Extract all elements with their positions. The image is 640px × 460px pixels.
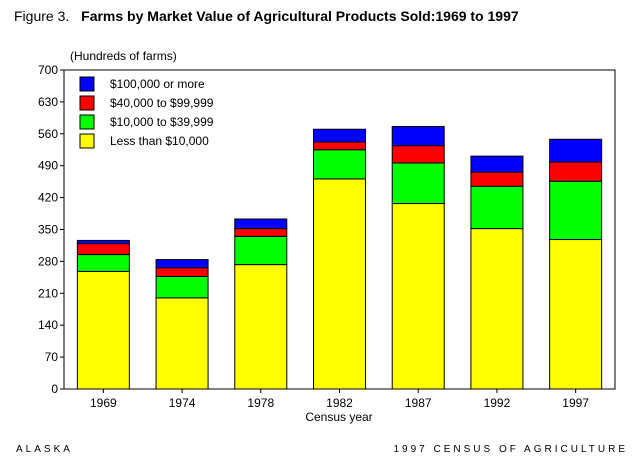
x-tick-label: 1969 (90, 396, 117, 410)
bar-segment (391, 162, 445, 205)
bar-segment (313, 141, 366, 151)
bar-segment (155, 297, 209, 390)
y-tick-label: 0 (51, 382, 58, 396)
legend-swatch (79, 76, 95, 92)
legend-label: $40,000 to $99,999 (110, 96, 214, 110)
bar-segment (313, 128, 366, 143)
y-tick-label: 560 (38, 127, 58, 141)
legend-swatch (79, 114, 95, 130)
bar-segment (234, 235, 288, 266)
y-tick-label: 210 (38, 286, 58, 300)
x-tick-label: 1978 (247, 396, 274, 410)
footer-source: 1997 CENSUS OF AGRICULTURE (393, 444, 628, 455)
bar-segment (470, 185, 524, 230)
bar-segment (470, 171, 524, 187)
chart-title-block: Figure 3. Farms by Market Value of Agric… (14, 8, 519, 24)
x-tick-label: 1974 (169, 396, 196, 410)
y-tick-label: 70 (45, 350, 59, 364)
bar-segment (391, 145, 445, 164)
bar-segment (155, 259, 209, 269)
bar-segment (76, 270, 130, 390)
y-tick-label: 630 (38, 95, 58, 109)
legend-label: Less than $10,000 (110, 134, 209, 148)
y-axis-label: (Hundreds of farms) (70, 49, 177, 63)
y-tick-label: 140 (38, 318, 58, 332)
x-tick-label: 1987 (405, 396, 432, 410)
bar-segment (234, 264, 288, 390)
bar-segment (76, 254, 130, 272)
bar-segment (76, 239, 130, 245)
y-tick-label: 490 (38, 159, 58, 173)
y-tick-label: 350 (38, 223, 58, 237)
legend-swatch (79, 95, 95, 111)
y-axis-ticks: 0 70 140 210 280 350 420 490 560 630 700 (38, 63, 64, 396)
x-tick-label: 1992 (484, 396, 511, 410)
legend-label: $100,000 or more (110, 77, 205, 91)
y-tick-label: 280 (38, 254, 58, 268)
bar-segment (549, 239, 603, 390)
legend-label: $10,000 to $39,999 (110, 115, 214, 129)
x-axis-ticks: 1969 1974 1978 1982 1987 1992 1997 (90, 389, 589, 410)
bar-segment (470, 155, 524, 173)
bar-segment (313, 178, 366, 390)
bar-segment (313, 149, 366, 180)
bar-segment (391, 203, 445, 390)
legend-swatch (79, 133, 95, 149)
x-tick-label: 1982 (326, 396, 353, 410)
chart-title: Farms by Market Value of Agricultural Pr… (81, 8, 519, 24)
bar-segment (234, 218, 288, 230)
legend: $100,000 or more $40,000 to $99,999 $10,00… (79, 76, 214, 149)
bars (76, 126, 603, 390)
bar-segment (76, 243, 130, 256)
bar-segment (155, 275, 209, 299)
footer-state: ALASKA (16, 444, 73, 455)
x-tick-label: 1997 (562, 396, 589, 410)
bar-segment (549, 180, 603, 241)
y-tick-label: 420 (38, 191, 58, 205)
bar-segment (155, 267, 209, 277)
figure-label: Figure 3. (14, 8, 70, 24)
bar-segment (391, 126, 445, 147)
bar-segment (234, 228, 288, 237)
bar-segment (549, 161, 603, 182)
x-axis-label: Census year (305, 410, 372, 424)
bar-segment (470, 228, 524, 390)
bar-segment (549, 138, 603, 163)
y-tick-label: 700 (38, 63, 58, 77)
